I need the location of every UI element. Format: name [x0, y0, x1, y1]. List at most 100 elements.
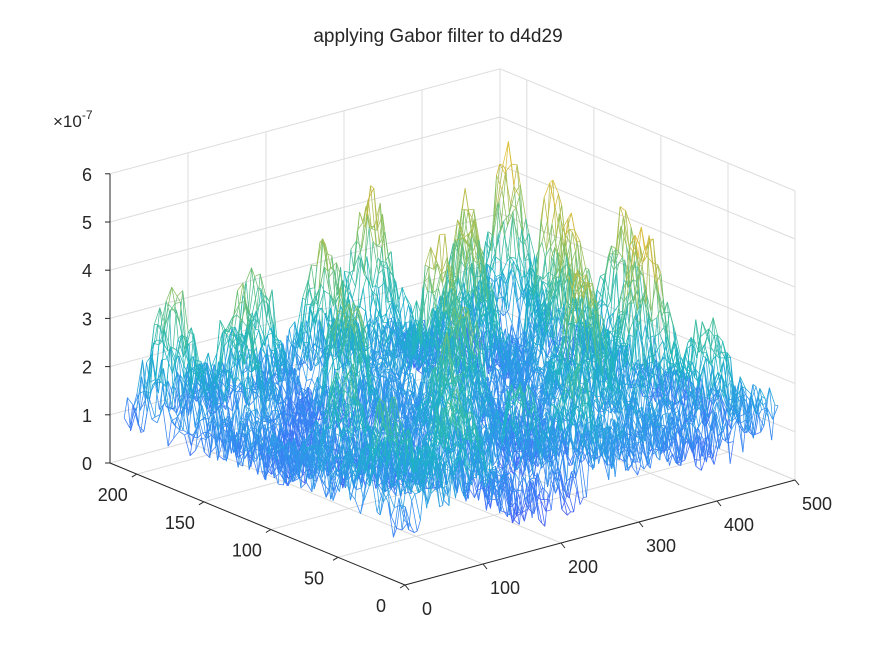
mesh-row-segment	[278, 346, 283, 384]
mesh-column-segment	[168, 411, 175, 426]
mesh-row-segment	[328, 255, 333, 278]
mesh-column-segment	[316, 238, 323, 266]
mesh-column-segment	[177, 338, 184, 358]
mesh-row-segment	[164, 304, 169, 326]
mesh-row-segment	[228, 386, 233, 411]
mesh-column-segment	[186, 345, 194, 398]
mesh-column-segment	[374, 202, 381, 226]
mesh-row-segment	[166, 347, 171, 388]
mesh-column-segment	[516, 295, 523, 302]
mesh-column-segment	[378, 268, 385, 274]
mesh-column-segment	[328, 269, 335, 278]
mesh-column-segment	[180, 382, 187, 409]
mesh-row-segment	[310, 264, 315, 288]
mesh-column-segment	[372, 241, 379, 274]
mesh-row-segment	[374, 328, 379, 355]
mesh-column-segment	[499, 276, 506, 285]
mesh-column-segment	[473, 209, 480, 242]
mesh-row-segment	[496, 163, 501, 176]
mesh-column-segment	[511, 323, 518, 347]
mesh-column-segment	[508, 193, 516, 215]
mesh-row-segment	[382, 313, 387, 323]
mesh-row-segment	[467, 209, 471, 224]
mesh-row-segment	[275, 358, 280, 384]
mesh-column-segment	[166, 358, 173, 374]
mesh-row-segment	[233, 290, 238, 315]
mesh-column-segment	[489, 256, 497, 274]
mesh-column-segment	[178, 351, 185, 366]
mesh-row-segment	[501, 274, 506, 302]
mesh-column-segment	[297, 332, 304, 348]
mesh-column-segment	[281, 346, 289, 375]
mesh-column-segment	[457, 282, 465, 330]
mesh-row-segment	[308, 378, 313, 389]
mesh-row-segment	[371, 328, 376, 346]
mesh-column-segment	[193, 383, 200, 409]
mesh-row-segment	[461, 188, 466, 210]
mesh-row-segment	[183, 345, 188, 366]
mesh-column-segment	[150, 339, 157, 350]
mesh-column-segment	[134, 408, 142, 433]
mesh-row-segment	[267, 303, 272, 328]
mesh-column-segment	[211, 353, 218, 368]
mesh-column-segment	[176, 410, 183, 418]
mesh-column-segment	[289, 321, 296, 330]
mesh-column-segment	[310, 295, 317, 305]
mesh-column-segment	[163, 368, 170, 413]
mesh-row-segment	[382, 214, 387, 262]
mesh-column-segment	[139, 398, 147, 411]
mesh-row-segment	[195, 363, 200, 376]
mesh-row-segment	[304, 280, 309, 306]
mesh-row-segment	[289, 361, 294, 372]
mesh-row-segment	[151, 416, 156, 420]
mesh-row-segment	[332, 262, 337, 306]
mesh-column-segment	[309, 342, 316, 367]
mesh-row-segment	[293, 329, 298, 339]
mesh-row-segment	[157, 378, 162, 383]
mesh-column-segment	[398, 300, 405, 350]
mesh-row-segment	[316, 321, 321, 347]
mesh-column-segment	[523, 233, 530, 246]
mesh-column-segment	[323, 344, 330, 353]
mesh-row-segment	[169, 346, 174, 349]
gridline-z-side	[499, 68, 796, 192]
mesh-column-segment	[347, 270, 354, 292]
mesh-column-segment	[242, 374, 249, 387]
mesh-column-segment	[298, 336, 305, 343]
mesh-column-segment	[314, 357, 321, 367]
mesh-row-segment	[206, 406, 211, 410]
mesh-column-segment	[294, 367, 301, 386]
mesh-column-segment	[202, 375, 209, 402]
mesh-column-segment	[350, 240, 357, 250]
mesh-column-segment	[178, 430, 185, 436]
mesh-row-segment	[369, 241, 374, 284]
mesh-row-segment	[329, 294, 334, 306]
mesh-column-segment	[295, 358, 302, 375]
mesh-column-segment	[205, 367, 212, 398]
mesh-row-segment	[509, 211, 514, 260]
mesh-column-segment	[380, 336, 387, 342]
mesh-row-segment	[278, 339, 283, 382]
mesh-column-segment	[165, 399, 172, 422]
mesh-column-segment	[499, 163, 506, 175]
mesh-row-segment	[318, 307, 322, 310]
mesh-row-segment	[497, 261, 502, 299]
mesh-column-segment	[504, 173, 512, 205]
mesh-column-segment	[519, 184, 527, 219]
mesh-column-segment	[186, 382, 193, 402]
mesh-column-segment	[241, 323, 248, 349]
mesh-column-segment	[164, 329, 171, 348]
mesh-row-segment	[396, 321, 401, 326]
mesh-column-segment	[162, 406, 169, 447]
mesh-column-segment	[370, 185, 377, 246]
mesh-row-segment	[391, 299, 396, 325]
mesh-column-segment	[304, 341, 310, 344]
mesh-row-segment	[336, 262, 341, 298]
mesh-column-segment	[524, 258, 531, 261]
mesh-row-segment	[161, 324, 166, 342]
mesh-row-segment	[171, 364, 176, 406]
mesh-column-segment	[191, 401, 198, 439]
mesh-row-segment	[506, 259, 511, 310]
mesh-column-segment	[495, 256, 502, 262]
mesh-column-segment	[270, 327, 278, 369]
